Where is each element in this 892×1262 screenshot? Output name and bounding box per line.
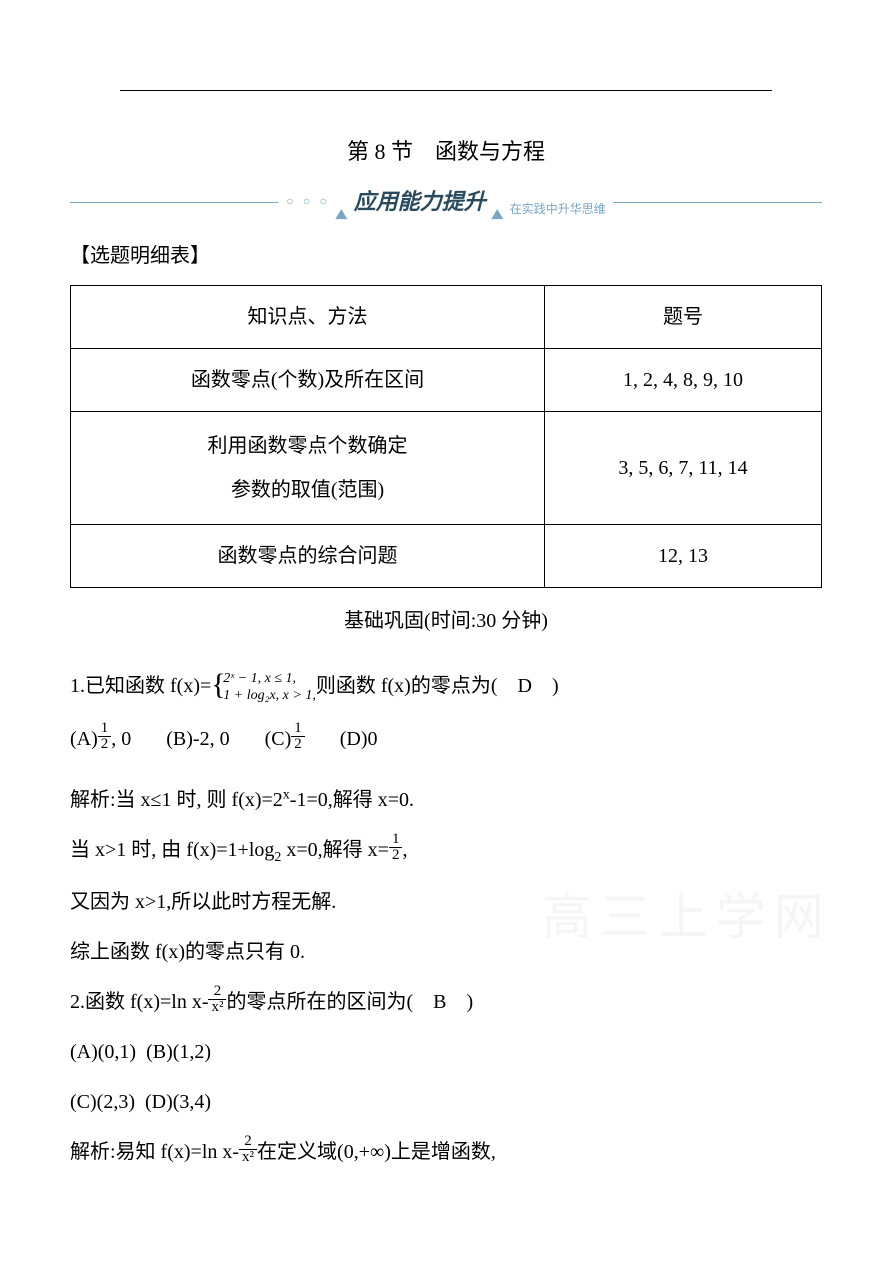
q1-sol2: 当 x>1 时, 由 f(x)=1+log 2 x=0,解得 x=12, — [70, 830, 822, 872]
table-row: 函数零点(个数)及所在区间 1, 2, 4, 8, 9, 10 — [71, 348, 822, 411]
text: 的零点所在的区间为( B ) — [226, 991, 473, 1013]
frac-num: 1 — [291, 721, 305, 737]
text: 2.函数 f(x)=ln x- — [70, 991, 208, 1013]
choice-a: (A)(0,1) — [70, 1041, 136, 1063]
top-horizontal-rule — [120, 90, 772, 91]
table-cell: 3, 5, 6, 7, 11, 14 — [545, 411, 822, 524]
q1-stem: 1.已知函数 f(x)={2ˣ − 1, x ≤ 1, 1 + log₂x, x … — [70, 666, 822, 706]
text: x=0,解得 x= — [281, 839, 389, 861]
banner-dots-left: ○ ○ ○ — [286, 190, 329, 213]
table-heading: 【选题明细表】 — [70, 237, 822, 275]
banner-center: ○ ○ ○ 应用能力提升 在实践中升华思维 — [278, 181, 613, 223]
q1-sol1: 解析:当 x≤1 时, 则 f(x)=2x-1=0,解得 x=0. — [70, 780, 822, 820]
fraction: 12 — [98, 721, 112, 752]
choice-d: (D)(3,4) — [145, 1091, 211, 1113]
text: 解析:易知 f(x)=ln x- — [70, 1141, 239, 1163]
choice-a-pre: (A) — [70, 728, 98, 750]
text: 当 x>1 时, 由 f(x)=1+log — [70, 839, 274, 861]
table-header: 题号 — [545, 285, 822, 348]
frac-num: 1 — [98, 721, 112, 737]
table-cell: 函数零点的综合问题 — [71, 524, 545, 587]
table-header-row: 知识点、方法 题号 — [71, 285, 822, 348]
table-header: 知识点、方法 — [71, 285, 545, 348]
choice-c: (C)(2,3) — [70, 1091, 135, 1113]
frac-den: x² — [239, 1150, 257, 1165]
banner-sub-text: 在实践中升华思维 — [510, 198, 606, 223]
table-row: 函数零点的综合问题 12, 13 — [71, 524, 822, 587]
text: 在定义域(0,+∞)上是增函数, — [257, 1141, 496, 1163]
piece-line: 2ˣ − 1, x ≤ 1, — [223, 671, 296, 686]
piece-line: 1 + log₂x, x > 1, — [223, 688, 316, 703]
q1-choices: (A)12, 0 (B)-2, 0 (C)12 (D)0 — [70, 720, 822, 758]
choice-c: (C)12 — [265, 720, 305, 758]
q1-stem-post: 则函数 f(x)的零点为( D ) — [316, 675, 559, 697]
choice-a: (A)12, 0 — [70, 720, 131, 758]
frac-den: x² — [208, 1000, 226, 1015]
subtitle: 基础巩固(时间:30 分钟) — [70, 602, 822, 640]
brace-icon: { — [211, 666, 225, 704]
q1-stem-pre: 1.已知函数 f(x)= — [70, 675, 211, 697]
q2-sol: 解析:易知 f(x)=ln x-2x²在定义域(0,+∞)上是增函数, — [70, 1132, 822, 1172]
triangle-icon — [336, 209, 348, 219]
banner-main-text: 应用能力提升 — [354, 181, 486, 223]
frac-den: 2 — [291, 737, 305, 752]
q2-choices-line1: (A)(0,1) (B)(1,2) — [70, 1032, 822, 1072]
fraction: 2x² — [208, 984, 226, 1015]
frac-den: 2 — [98, 737, 112, 752]
choice-b: (B)(1,2) — [146, 1041, 211, 1063]
choice-a-post: , 0 — [111, 728, 131, 750]
q2-stem: 2.函数 f(x)=ln x-2x²的零点所在的区间为( B ) — [70, 982, 822, 1022]
q2-choices-line2: (C)(2,3) (D)(3,4) — [70, 1082, 822, 1122]
table-cell: 12, 13 — [545, 524, 822, 587]
text: -1=0,解得 x=0. — [290, 789, 414, 811]
fraction: 12 — [291, 721, 305, 752]
cell-line: 参数的取值(范围) — [231, 479, 384, 501]
frac-den: 2 — [389, 848, 403, 863]
table-cell: 利用函数零点个数确定参数的取值(范围) — [71, 411, 545, 524]
choice-b: (B)-2, 0 — [166, 720, 229, 758]
choice-d: (D)0 — [340, 720, 378, 758]
triangle-icon — [492, 209, 504, 219]
piecewise-function: {2ˣ − 1, x ≤ 1,1 + log₂x, x > 1, — [211, 670, 316, 705]
text: , — [402, 839, 407, 861]
choice-c-pre: (C) — [265, 728, 292, 750]
fraction: 12 — [389, 832, 403, 863]
fraction: 2x² — [239, 1134, 257, 1165]
frac-num: 1 — [389, 832, 403, 848]
text: 解析:当 x≤1 时, 则 f(x)=2 — [70, 789, 283, 811]
table-cell: 函数零点(个数)及所在区间 — [71, 348, 545, 411]
banner: ○ ○ ○ 应用能力提升 在实践中升华思维 — [70, 187, 822, 217]
q1-sol4: 综上函数 f(x)的零点只有 0. — [70, 932, 822, 972]
cell-line: 利用函数零点个数确定 — [208, 435, 408, 457]
table-cell: 1, 2, 4, 8, 9, 10 — [545, 348, 822, 411]
q1-sol3: 又因为 x>1,所以此时方程无解. — [70, 882, 822, 922]
table-row: 利用函数零点个数确定参数的取值(范围) 3, 5, 6, 7, 11, 14 — [71, 411, 822, 524]
sup: x — [283, 787, 290, 802]
frac-num: 2 — [208, 984, 226, 1000]
topic-table: 知识点、方法 题号 函数零点(个数)及所在区间 1, 2, 4, 8, 9, 1… — [70, 285, 822, 588]
frac-num: 2 — [239, 1134, 257, 1150]
page-title: 第 8 节 函数与方程 — [70, 131, 822, 173]
